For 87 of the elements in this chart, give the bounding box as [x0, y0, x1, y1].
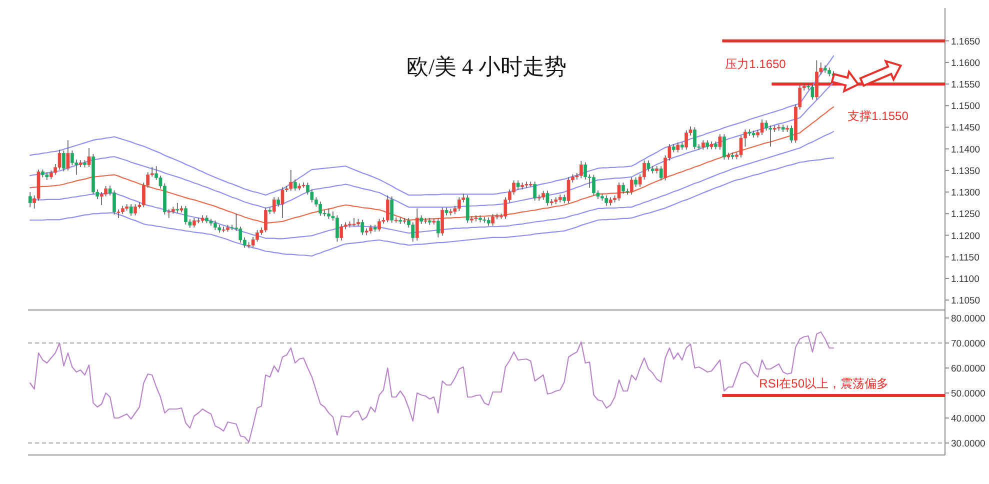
candlestick: [617, 182, 621, 202]
candlestick: [768, 125, 772, 148]
candlestick: [676, 142, 680, 153]
candlestick: [192, 218, 196, 228]
candlestick: [289, 170, 293, 192]
y-tick-label: 30.0000: [951, 438, 986, 450]
candlestick: [276, 196, 280, 208]
candlestick: [293, 179, 297, 192]
candlestick: [810, 84, 814, 100]
ref-line-label: 支撑1.1550: [848, 109, 909, 124]
candlestick: [495, 213, 499, 220]
y-tick-label: 1.1300: [951, 188, 980, 199]
candlestick: [718, 134, 722, 150]
candlestick: [272, 196, 276, 214]
candlestick: [646, 160, 650, 172]
y-tick-label: 80.0000: [951, 314, 986, 324]
candlestick: [579, 160, 583, 179]
ref-line-label: RSI在50以上，震荡偏多: [759, 376, 889, 390]
candlestick: [440, 207, 444, 236]
candlestick: [659, 166, 663, 181]
y-tick-label: 40.0000: [951, 414, 986, 424]
candlestick: [176, 202, 179, 214]
candlestick: [411, 222, 415, 242]
candlestick: [280, 186, 284, 218]
candlestick: [318, 201, 322, 216]
candlestick: [457, 196, 461, 212]
candlestick: [87, 148, 91, 168]
candlestick: [340, 224, 344, 241]
candlestick: [634, 176, 638, 188]
candlestick: [116, 208, 120, 218]
y-tick-label: 50.0000: [951, 388, 986, 400]
candlestick: [104, 186, 108, 197]
candlestick: [62, 150, 66, 172]
y-tick-label: 1.1250: [951, 209, 980, 220]
candlestick: [70, 150, 74, 166]
y-tick-label: 1.1100: [951, 274, 980, 285]
candlestick: [584, 162, 588, 180]
candlestick: [706, 140, 709, 150]
candlestick: [524, 181, 528, 188]
candlestick: [390, 196, 394, 224]
candlestick: [516, 180, 520, 190]
y-tick-label: 1.1450: [951, 122, 980, 134]
candlestick: [722, 134, 726, 160]
y-tick-label: 1.1600: [951, 58, 980, 69]
y-tick-label: 1.1200: [951, 230, 980, 242]
candlestick: [474, 214, 478, 222]
y-tick-label: 1.1650: [951, 36, 980, 48]
candlestick: [386, 195, 390, 223]
candlestick: [100, 192, 104, 206]
candlestick: [310, 189, 314, 203]
candlestick: [533, 181, 537, 202]
candlestick: [167, 208, 171, 218]
y-tick-label: 1.1050: [951, 296, 980, 307]
ref-line-label: 压力1.1650: [725, 56, 786, 71]
y-tick-label: 60.0000: [951, 364, 986, 374]
candlestick: [66, 140, 70, 171]
candlestick: [251, 236, 255, 248]
candlestick: [630, 176, 634, 196]
line-series: [30, 331, 834, 443]
candlestick: [604, 195, 608, 206]
candlestick: [58, 149, 62, 170]
y-tick-label: 1.1550: [951, 80, 980, 91]
candlestick: [772, 125, 776, 132]
y-tick-label: 1.1500: [951, 101, 980, 112]
y-tick-label: 70.0000: [951, 338, 986, 350]
candlestick: [626, 188, 630, 196]
candlestick: [28, 192, 32, 208]
candlestick: [466, 194, 470, 224]
line-series: [30, 157, 834, 257]
candlestick: [360, 219, 364, 236]
candlestick: [739, 135, 743, 158]
y-tick-label: 1.1150: [951, 252, 980, 264]
candlestick: [566, 176, 570, 204]
candlestick: [701, 140, 705, 150]
candlestick: [790, 125, 794, 144]
candlestick: [760, 119, 764, 136]
candlestick: [546, 190, 550, 206]
line-series: [30, 131, 834, 240]
text: 欧/美 4 小时走势: [406, 54, 567, 79]
candlestick: [415, 208, 419, 241]
candlestick: [537, 194, 541, 202]
candlestick: [364, 228, 368, 236]
candlestick: [352, 218, 356, 228]
candlestick: [129, 204, 133, 216]
y-tick-label: 1.1350: [951, 166, 980, 177]
candlestick: [436, 218, 440, 238]
y-tick-label: 1.1400: [951, 144, 980, 156]
